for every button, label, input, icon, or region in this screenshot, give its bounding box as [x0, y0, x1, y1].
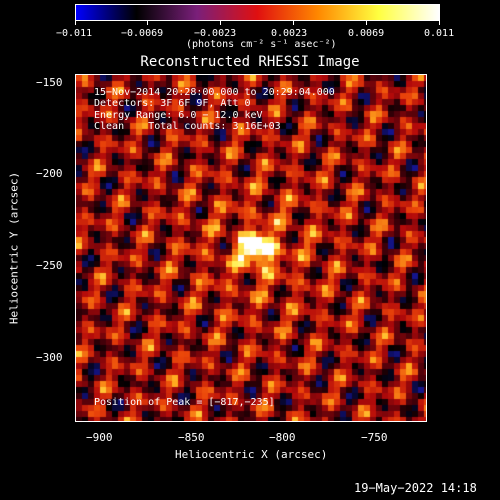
colorbar-tick-mark [439, 20, 440, 25]
x-tick-label: −800 [269, 431, 296, 444]
colorbar-tick-mark [220, 20, 221, 25]
y-tick-label: −200 [36, 167, 63, 180]
rhessi-image [76, 75, 426, 421]
y-tick-label: −250 [36, 259, 63, 272]
colorbar-tick-mark [75, 20, 76, 25]
colorbar-tick-label: −0.0023 [194, 28, 237, 39]
colorbar-tick-label: −0.0069 [121, 28, 164, 39]
x-tick-label: −750 [361, 431, 388, 444]
colorbar-tick-label: 0.011 [424, 28, 455, 39]
y-tick-label: −150 [36, 76, 63, 89]
detectors-info: Detectors: 3F 6F 9F, Att 0 [94, 98, 251, 109]
image-plot [75, 74, 427, 422]
colorbar-tick-mark [293, 20, 294, 25]
time-range: 15−Nov−2014 20:28:00.000 to 20:29:04.000 [94, 87, 335, 98]
x-axis-label: Heliocentric X (arcsec) [175, 448, 328, 461]
clean-info: Clean Total counts: 3.16E+03 [94, 121, 281, 132]
date-stamp: 19−May−2022 14:18 [354, 481, 477, 495]
x-tick-label: −850 [178, 431, 205, 444]
x-tick-label: −900 [86, 431, 113, 444]
colorbar-unit: (photons cm⁻² s⁻¹ asec⁻²) [186, 39, 337, 50]
colorbar-tick-mark [366, 20, 367, 25]
colorbar-tick-label: −0.011 [56, 28, 93, 39]
colorbar-tick-label: 0.0023 [271, 28, 308, 39]
colorbar [75, 4, 440, 21]
plot-title: Reconstructed RHESSI Image [140, 54, 360, 70]
peak-position: Position of Peak = [−817,−235] [94, 397, 275, 408]
y-tick-label: −300 [36, 351, 63, 364]
energy-range: Energy Range: 6.0 − 12.0 keV [94, 110, 263, 121]
y-axis-label: Heliocentric Y (arcsec) [7, 171, 21, 325]
colorbar-tick-mark [147, 20, 148, 25]
colorbar-tick-label: 0.0069 [348, 28, 385, 39]
